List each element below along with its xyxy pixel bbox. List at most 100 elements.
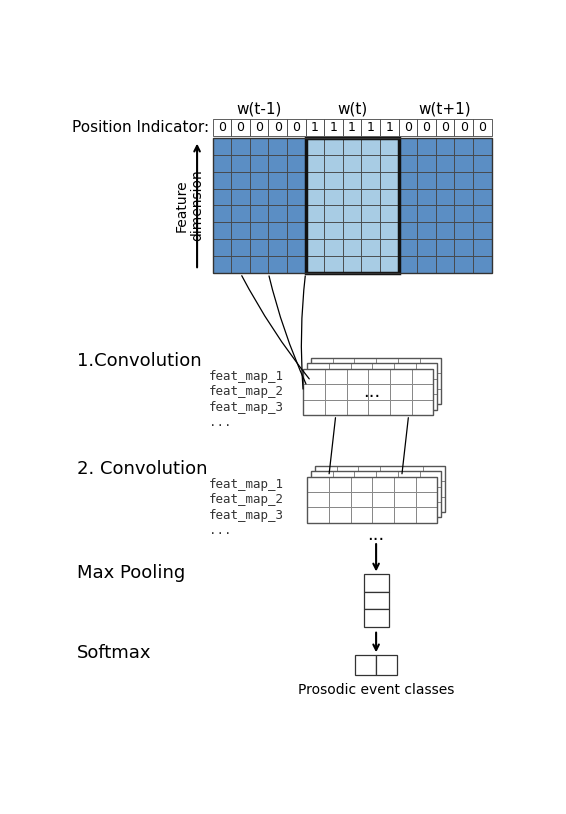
Bar <box>411 369 434 384</box>
Bar <box>343 205 361 222</box>
Bar <box>287 155 306 172</box>
Text: feat_map_1: feat_map_1 <box>209 370 284 383</box>
Bar <box>361 239 380 256</box>
Bar <box>231 189 250 205</box>
Bar <box>287 189 306 205</box>
Bar <box>423 497 445 512</box>
Bar <box>324 172 343 189</box>
Bar <box>390 384 411 400</box>
Bar <box>213 138 231 155</box>
Bar <box>415 363 438 379</box>
Text: 1: 1 <box>329 121 337 134</box>
Text: 1: 1 <box>348 121 356 134</box>
Bar <box>454 256 473 274</box>
Bar <box>372 394 394 409</box>
Text: w(t+1): w(t+1) <box>419 101 471 116</box>
Bar <box>311 358 333 374</box>
Bar <box>306 239 324 256</box>
Bar <box>417 138 436 155</box>
Bar <box>307 492 329 507</box>
Bar <box>346 400 368 415</box>
Bar <box>390 369 411 384</box>
Text: 0: 0 <box>404 121 412 134</box>
Bar <box>324 239 343 256</box>
Bar <box>415 379 438 394</box>
Text: w(t): w(t) <box>337 101 367 116</box>
Bar <box>436 256 454 274</box>
Text: ...: ... <box>363 383 381 400</box>
Bar <box>380 172 398 189</box>
Bar <box>368 400 390 415</box>
Bar <box>364 609 388 627</box>
Bar <box>337 466 358 481</box>
Bar <box>415 507 438 523</box>
Bar <box>376 655 397 675</box>
Bar <box>419 358 441 374</box>
Bar <box>380 466 402 481</box>
Bar <box>372 507 394 523</box>
Bar <box>315 466 337 481</box>
Text: feat_map_2: feat_map_2 <box>209 493 284 506</box>
Bar <box>250 155 268 172</box>
Bar <box>337 481 358 497</box>
Bar <box>402 497 423 512</box>
Bar <box>231 138 250 155</box>
Bar <box>287 222 306 239</box>
Bar <box>376 502 398 518</box>
Bar <box>394 363 415 379</box>
Bar <box>376 389 398 404</box>
Text: 1: 1 <box>367 121 375 134</box>
Bar <box>454 138 473 155</box>
Bar <box>325 400 346 415</box>
Bar <box>350 379 372 394</box>
Bar <box>354 358 376 374</box>
Bar <box>380 138 398 155</box>
Bar <box>361 222 380 239</box>
Bar <box>268 138 287 155</box>
Bar <box>250 189 268 205</box>
Text: 0: 0 <box>441 121 449 134</box>
Bar <box>343 189 361 205</box>
Bar <box>473 256 492 274</box>
Bar <box>213 155 231 172</box>
Bar <box>350 507 372 523</box>
Bar <box>380 119 398 136</box>
Text: w(t-1): w(t-1) <box>237 101 282 116</box>
Bar <box>268 205 287 222</box>
Bar <box>454 155 473 172</box>
Bar <box>380 222 398 239</box>
Bar <box>415 394 438 409</box>
Bar <box>417 155 436 172</box>
Bar <box>306 119 324 136</box>
Bar <box>355 655 376 675</box>
Bar <box>307 476 438 523</box>
Bar <box>398 119 417 136</box>
Bar <box>231 172 250 189</box>
Bar <box>398 374 419 389</box>
Bar <box>364 592 388 609</box>
Bar <box>417 119 436 136</box>
Bar <box>306 222 324 239</box>
Text: 0: 0 <box>422 121 431 134</box>
Bar <box>333 389 354 404</box>
Bar <box>307 363 438 409</box>
Bar <box>361 138 380 155</box>
Bar <box>390 400 411 415</box>
Bar <box>398 205 417 222</box>
Bar <box>454 172 473 189</box>
Bar <box>343 172 361 189</box>
Bar <box>324 119 343 136</box>
Bar <box>394 394 415 409</box>
Bar <box>268 256 287 274</box>
Bar <box>307 476 329 492</box>
Bar <box>436 155 454 172</box>
Bar <box>213 205 231 222</box>
Bar <box>376 471 398 487</box>
Bar <box>417 172 436 189</box>
Bar <box>364 575 388 592</box>
Bar <box>287 172 306 189</box>
Bar <box>325 369 346 384</box>
Text: feat_map_1: feat_map_1 <box>209 478 284 491</box>
Bar <box>306 256 324 274</box>
Bar <box>268 222 287 239</box>
